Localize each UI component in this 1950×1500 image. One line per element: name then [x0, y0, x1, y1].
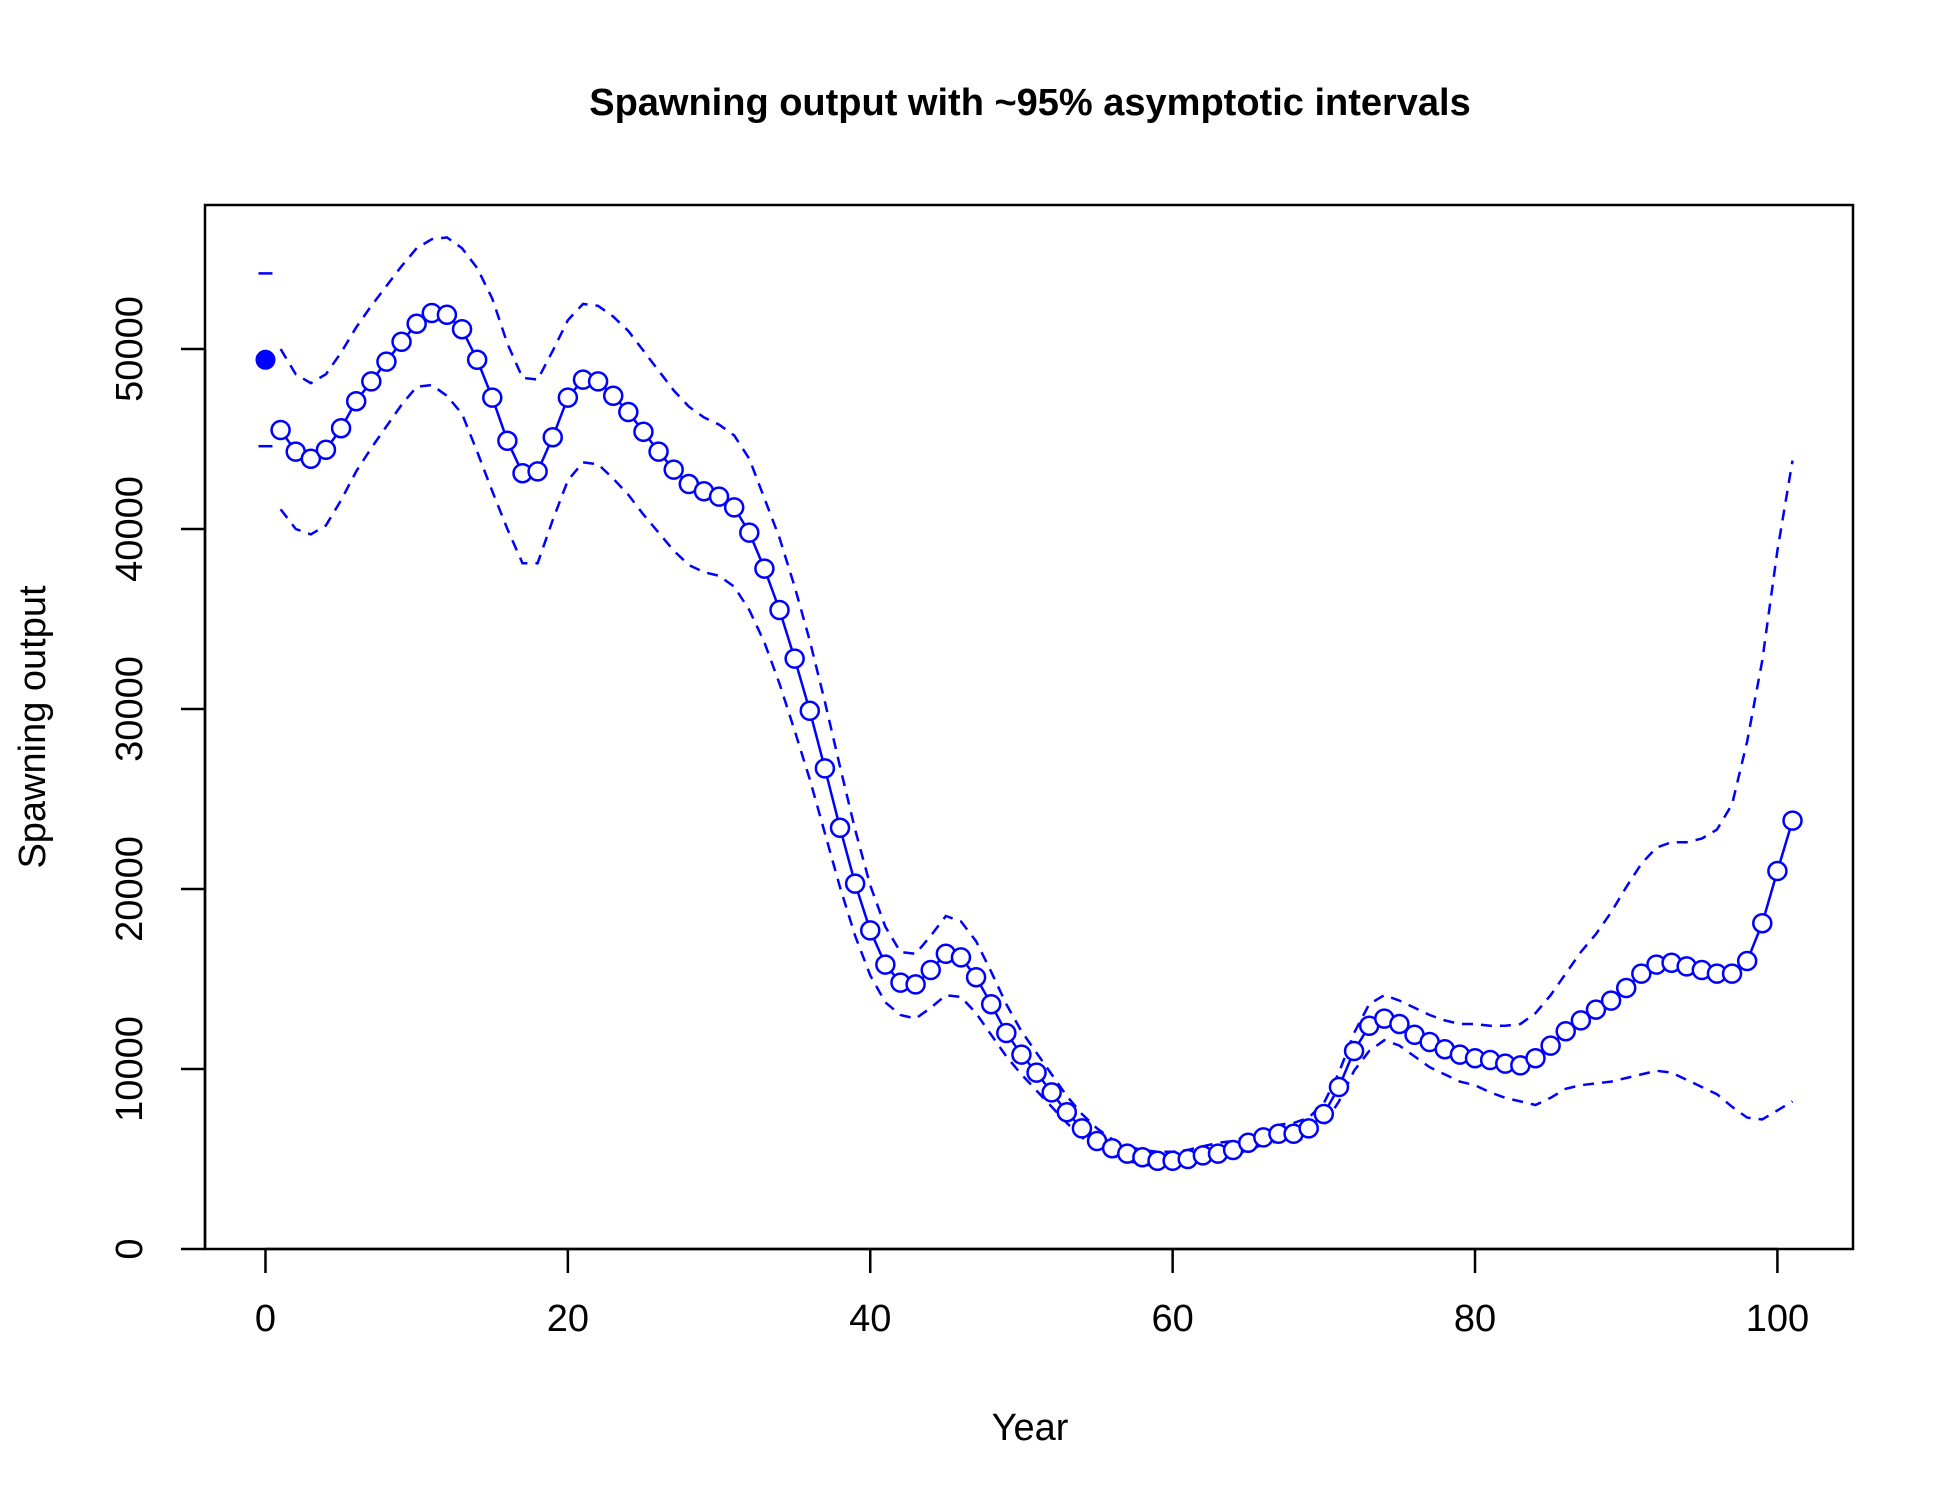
data-point	[1767, 860, 1788, 882]
data-point	[300, 448, 322, 470]
data-point	[1782, 810, 1803, 831]
data-point	[784, 648, 805, 669]
data-point	[451, 318, 473, 340]
data-point	[330, 417, 352, 439]
data-point	[814, 758, 836, 779]
data-point	[315, 439, 337, 461]
data-point	[829, 817, 851, 839]
data-point	[875, 954, 896, 975]
data-point	[663, 459, 684, 480]
data-point	[859, 920, 881, 941]
data-point	[905, 974, 926, 995]
data-point	[1600, 990, 1622, 1011]
plot-frame	[203, 203, 1855, 1251]
data-point	[497, 430, 518, 452]
y-tick-label: 0	[109, 1238, 151, 1259]
data-point	[996, 1022, 1017, 1044]
data-point	[1752, 912, 1773, 934]
data-point	[1389, 1013, 1410, 1035]
data-point	[739, 522, 760, 543]
x-tick-label: 20	[547, 1298, 589, 1340]
data-point	[391, 331, 412, 353]
x-tick-label: 100	[1746, 1298, 1809, 1340]
data-point	[1585, 999, 1607, 1020]
data-point	[527, 461, 548, 482]
data-point	[1071, 1118, 1093, 1139]
data-point	[557, 387, 579, 408]
data-point	[1540, 1035, 1561, 1056]
lower-interval-line	[279, 383, 1794, 1168]
data-point	[587, 371, 609, 392]
data-point	[1555, 1020, 1576, 1042]
data-point	[482, 387, 503, 408]
y-tick-label: 50000	[109, 296, 151, 402]
data-point	[406, 313, 427, 335]
data-point	[708, 486, 730, 507]
data-point	[1570, 1010, 1592, 1031]
y-axis: 0 10000 20000 30000 40000 50000	[109, 296, 207, 1260]
data-point	[1631, 963, 1652, 984]
data-point	[723, 497, 745, 518]
chart-title: Spawning output with ~95% asymptotic int…	[589, 82, 1471, 124]
y-axis-label: Spawning output	[12, 585, 54, 869]
data-point	[1313, 1103, 1335, 1125]
data-point	[965, 966, 987, 988]
data-point	[1041, 1082, 1062, 1103]
data-point	[844, 873, 866, 894]
data-point	[1721, 963, 1743, 984]
y-tick-label: 30000	[109, 656, 151, 762]
data-point	[1328, 1076, 1350, 1098]
data-point	[602, 385, 624, 407]
x-tick-label: 60	[1151, 1298, 1193, 1340]
data-point	[950, 947, 972, 968]
y-tick-label: 40000	[109, 476, 151, 582]
data-point	[345, 390, 367, 412]
x-axis: 0 20 40 60 80 100	[255, 1247, 1809, 1340]
data-point	[1011, 1044, 1032, 1065]
data-point	[1736, 950, 1758, 972]
data-point	[648, 441, 669, 462]
data-point	[754, 558, 775, 579]
data-point	[769, 599, 790, 621]
data-point	[1525, 1047, 1546, 1069]
data-point	[376, 351, 397, 372]
data-point	[1298, 1118, 1319, 1139]
x-tick-label: 0	[255, 1298, 276, 1340]
virgin-point	[255, 349, 276, 370]
x-axis-label: Year	[992, 1407, 1069, 1449]
y-tick-label: 10000	[109, 1016, 151, 1122]
x-tick-label: 80	[1454, 1298, 1496, 1340]
data-point	[1343, 1040, 1365, 1062]
data-point	[920, 959, 941, 981]
upper-interval-line	[279, 236, 1794, 1154]
data-point	[618, 401, 639, 423]
data-point	[542, 426, 563, 448]
data-point	[436, 304, 458, 326]
data-point	[270, 419, 291, 441]
plot-marks	[255, 236, 1803, 1172]
data-point	[1026, 1062, 1047, 1083]
data-point	[466, 349, 488, 371]
data-point	[1056, 1101, 1078, 1123]
data-point	[1615, 977, 1637, 999]
y-tick-label: 20000	[109, 836, 151, 942]
data-point	[633, 421, 654, 443]
x-tick-label: 40	[849, 1298, 891, 1340]
data-point	[980, 993, 1002, 1015]
data-point	[361, 371, 382, 392]
data-point	[799, 700, 821, 722]
